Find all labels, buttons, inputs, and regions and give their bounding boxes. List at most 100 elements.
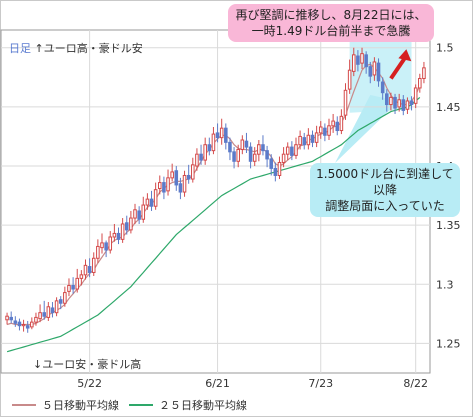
candle-body bbox=[112, 232, 117, 238]
correction-highlight-zone bbox=[349, 30, 412, 113]
x-tick-label: 6/21 bbox=[205, 377, 230, 390]
candle-body bbox=[318, 126, 323, 134]
candle-body bbox=[67, 284, 71, 292]
candle-body bbox=[5, 315, 9, 321]
timeframe-text: 日足 bbox=[9, 42, 31, 55]
candle-body bbox=[252, 153, 257, 162]
candle-body bbox=[153, 189, 158, 207]
candle-body bbox=[21, 324, 26, 327]
candle-body bbox=[335, 121, 340, 132]
candle-body bbox=[372, 61, 377, 76]
euro-down-label: ↓ユーロ安・豪ドル高 bbox=[33, 358, 142, 371]
legend-ma25: ２５日移動平均線 bbox=[129, 397, 247, 413]
candle-body bbox=[9, 316, 13, 321]
y-tick-label: 1.35 bbox=[436, 219, 461, 232]
candle-body bbox=[133, 209, 137, 219]
candle-body bbox=[120, 223, 125, 240]
candle-body bbox=[240, 139, 245, 150]
candle-body bbox=[25, 325, 30, 329]
candle-body bbox=[17, 321, 22, 327]
candle-body bbox=[149, 198, 154, 207]
candle-body bbox=[199, 153, 203, 161]
candle-body bbox=[310, 134, 315, 143]
candle-body bbox=[100, 242, 104, 249]
candle-body bbox=[343, 89, 348, 116]
candle-body bbox=[339, 115, 344, 132]
x-tick-label: 7/23 bbox=[308, 377, 333, 390]
candle-body bbox=[360, 53, 364, 64]
candle-body bbox=[207, 144, 212, 152]
candle-body bbox=[30, 321, 34, 328]
candle-body bbox=[273, 167, 278, 176]
candle-body bbox=[224, 127, 228, 143]
candle-body bbox=[186, 174, 191, 180]
candle-body bbox=[228, 141, 232, 153]
candle-body bbox=[385, 93, 389, 106]
candle-body bbox=[108, 236, 113, 251]
candle-body bbox=[298, 135, 302, 146]
candle-body bbox=[58, 299, 63, 304]
candle-body bbox=[327, 125, 331, 136]
candle-body bbox=[409, 100, 414, 106]
callout-correction-pointer bbox=[335, 95, 400, 163]
candle-body bbox=[389, 96, 393, 106]
timeframe-label: 日足 ↑ユーロ高・豪ドル安 bbox=[9, 40, 143, 56]
callout-rally: 再び堅調に推移し、8月22日には、 一時1.49ドル台前半まで急騰 bbox=[228, 4, 434, 42]
candle-body bbox=[405, 100, 410, 110]
candle-body bbox=[261, 144, 265, 152]
legend-ma5-swatch bbox=[12, 404, 36, 406]
y-tick-label: 1.45 bbox=[436, 101, 461, 114]
legend-ma5: ５日移動平均線 bbox=[12, 397, 119, 413]
ma25-line bbox=[6, 96, 421, 353]
candle-body bbox=[157, 182, 162, 189]
candle-body bbox=[34, 316, 38, 323]
rally-arrow-shaft bbox=[389, 56, 408, 80]
candle-body bbox=[232, 151, 236, 162]
candle-body bbox=[368, 66, 373, 77]
candle-body bbox=[104, 242, 108, 251]
candle-body bbox=[401, 99, 406, 111]
candle-body bbox=[75, 277, 80, 290]
candle-body bbox=[413, 87, 418, 104]
candle-body bbox=[380, 81, 385, 94]
candle-body bbox=[50, 307, 55, 314]
y-tick-label: 1.25 bbox=[436, 337, 461, 350]
candle-body bbox=[162, 182, 166, 193]
callout-rally-text: 再び堅調に推移し、8月22日には、 一時1.49ドル台前半まで急騰 bbox=[235, 8, 427, 38]
candle-body bbox=[79, 274, 84, 279]
candle-body bbox=[71, 284, 75, 290]
candle-body bbox=[178, 183, 183, 193]
candle-body bbox=[137, 210, 141, 220]
candle-body bbox=[116, 232, 121, 240]
candle-body bbox=[294, 144, 298, 156]
candle-body bbox=[281, 153, 286, 163]
candle-body bbox=[351, 54, 356, 72]
candle-body bbox=[265, 150, 269, 160]
candle-body bbox=[422, 67, 426, 79]
candle-body bbox=[145, 198, 150, 206]
rally-arrow-head bbox=[398, 49, 412, 62]
candle-body bbox=[124, 222, 129, 231]
x-tick-label: 8/22 bbox=[403, 377, 428, 390]
callout-correction: 1.5000ドル台に到達して以降 調整局面に入っていた bbox=[310, 163, 460, 217]
candle-body bbox=[285, 146, 290, 155]
candle-body bbox=[170, 171, 174, 179]
candle-body bbox=[364, 54, 368, 68]
candle-body bbox=[269, 158, 274, 169]
callout-correction-text: 1.5000ドル台に到達して以降 調整局面に入っていた bbox=[316, 167, 454, 213]
candle-body bbox=[397, 99, 401, 108]
candle-body bbox=[418, 77, 422, 89]
legend-ma25-label: ２５日移動平均線 bbox=[159, 399, 247, 412]
candle-body bbox=[302, 137, 307, 146]
candle-body bbox=[290, 146, 294, 156]
candle-body bbox=[182, 174, 187, 193]
candle-body bbox=[244, 140, 249, 148]
candle-body bbox=[38, 312, 42, 320]
candle-body bbox=[236, 148, 240, 162]
candle-body bbox=[13, 320, 18, 324]
candle-body bbox=[323, 127, 327, 136]
candle-body bbox=[356, 55, 360, 65]
candle-body bbox=[195, 153, 199, 167]
candle-body bbox=[248, 146, 253, 162]
